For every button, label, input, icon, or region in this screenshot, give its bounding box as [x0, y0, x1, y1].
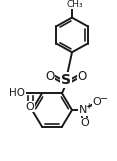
Text: HO: HO: [9, 88, 25, 98]
Text: S: S: [61, 73, 71, 87]
Text: O: O: [77, 70, 87, 83]
Text: O: O: [26, 102, 34, 112]
Text: O: O: [93, 97, 101, 107]
Text: +: +: [85, 102, 91, 111]
Text: N: N: [79, 105, 87, 115]
Text: −: −: [100, 94, 108, 104]
Text: O: O: [45, 70, 55, 83]
Text: CH₃: CH₃: [67, 0, 83, 9]
Text: O: O: [81, 118, 89, 128]
